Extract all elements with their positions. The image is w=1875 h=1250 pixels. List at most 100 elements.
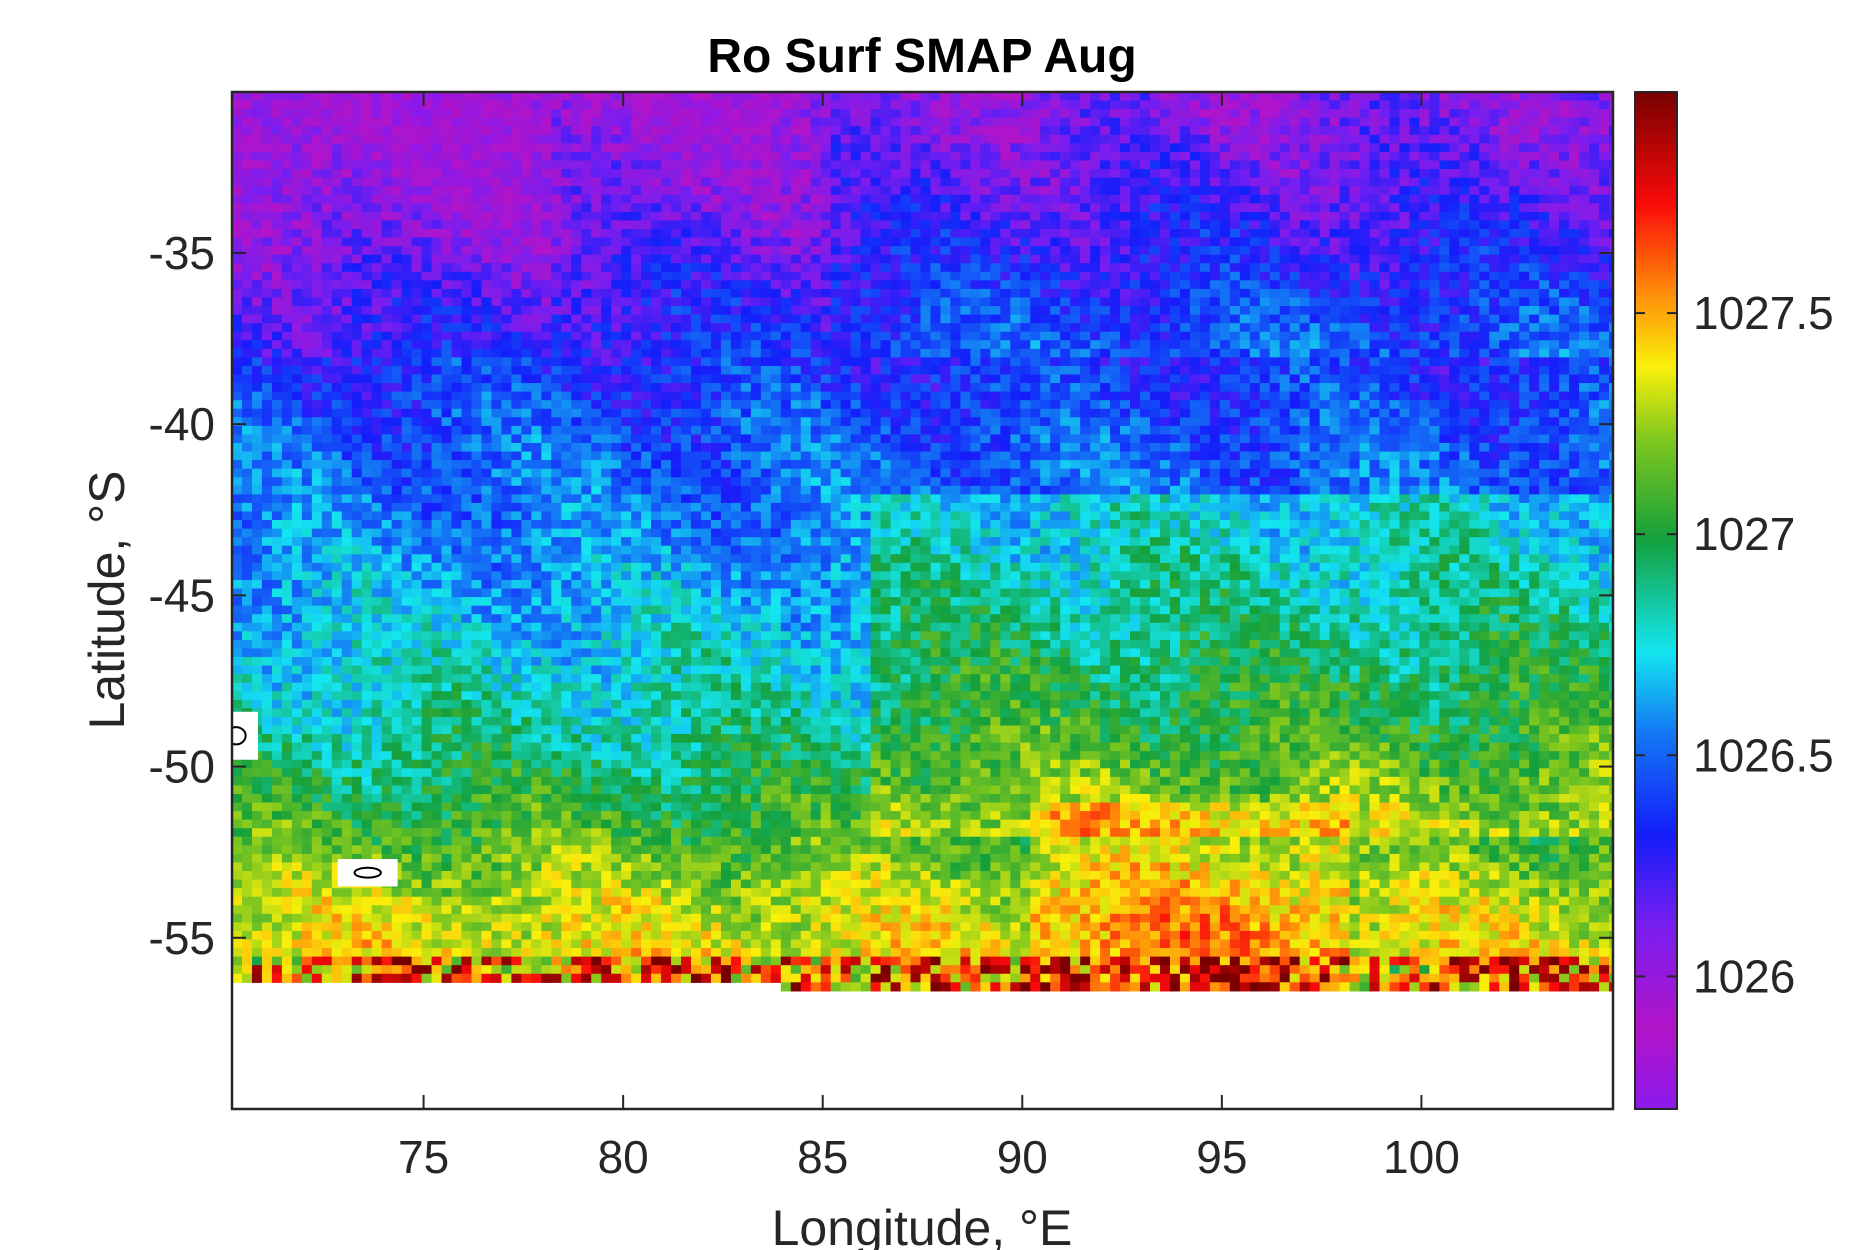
heatmap-cell xyxy=(241,776,253,787)
heatmap-cell xyxy=(691,537,702,547)
heatmap-cell xyxy=(571,177,582,187)
heatmap-cell xyxy=(611,126,622,136)
heatmap-cell xyxy=(551,211,562,222)
heatmap-cell xyxy=(671,879,682,889)
heatmap-cell xyxy=(651,776,662,787)
heatmap-cell xyxy=(331,100,343,110)
heatmap-cell xyxy=(461,306,473,316)
heatmap-cell xyxy=(451,169,463,179)
heatmap-cell xyxy=(531,494,542,504)
heatmap-cell xyxy=(561,408,572,418)
heatmap-cell xyxy=(591,879,602,889)
heatmap-cell xyxy=(531,828,542,838)
heatmap-cell xyxy=(531,657,542,667)
heatmap-cell xyxy=(601,939,612,949)
heatmap-cell xyxy=(441,545,453,555)
heatmap-cell xyxy=(601,365,612,376)
heatmap-cell xyxy=(691,956,702,966)
heatmap-cell xyxy=(501,853,512,864)
heatmap-cell xyxy=(381,819,393,829)
heatmap-cell xyxy=(541,348,552,358)
heatmap-cell xyxy=(641,588,652,598)
heatmap-cell xyxy=(321,605,333,615)
heatmap-cell xyxy=(241,631,253,641)
heatmap-cell xyxy=(671,913,682,923)
heatmap-cell xyxy=(361,699,373,709)
heatmap-cell xyxy=(421,494,433,504)
heatmap-cell xyxy=(391,537,403,547)
heatmap-cell xyxy=(541,340,552,350)
heatmap-cell xyxy=(700,836,712,846)
heatmap-cell xyxy=(521,254,532,264)
heatmap-cell xyxy=(681,579,692,590)
heatmap-cell xyxy=(301,973,313,983)
heatmap-cell xyxy=(411,708,423,718)
heatmap-cell xyxy=(451,425,463,436)
heatmap-cell xyxy=(271,691,283,701)
heatmap-cell xyxy=(251,502,263,513)
heatmap-cell xyxy=(441,657,453,667)
heatmap-cell xyxy=(471,853,483,864)
heatmap-cell xyxy=(391,340,403,350)
heatmap-cell xyxy=(621,836,632,846)
heatmap-cell xyxy=(381,186,393,196)
heatmap-cell xyxy=(461,537,473,547)
heatmap-cell xyxy=(351,896,363,906)
heatmap-cell xyxy=(501,117,512,127)
heatmap-cell xyxy=(681,280,692,290)
heatmap-cell xyxy=(481,400,493,410)
heatmap-cell xyxy=(541,460,552,470)
heatmap-cell xyxy=(291,442,303,453)
heatmap-cell xyxy=(381,203,393,213)
heatmap-cell xyxy=(561,160,572,170)
heatmap-cell xyxy=(451,708,463,718)
heatmap-cell xyxy=(311,751,323,761)
heatmap-cell xyxy=(621,742,632,752)
heatmap-cell xyxy=(371,365,383,376)
heatmap-cell xyxy=(381,254,393,264)
heatmap-cell xyxy=(341,605,353,615)
heatmap-cell xyxy=(441,391,453,401)
heatmap-cell xyxy=(661,160,672,170)
heatmap-cell xyxy=(341,836,353,846)
heatmap-cell xyxy=(401,151,413,162)
heatmap-cell xyxy=(501,246,512,256)
heatmap-cell xyxy=(671,751,682,761)
heatmap-cell xyxy=(681,571,692,581)
heatmap-cell xyxy=(691,948,702,958)
heatmap-cell xyxy=(601,725,612,735)
heatmap-cell xyxy=(431,545,443,555)
heatmap-cell xyxy=(631,682,642,692)
heatmap-cell xyxy=(551,323,562,333)
heatmap-cell xyxy=(661,408,672,418)
heatmap-cell xyxy=(321,793,333,804)
heatmap-cell xyxy=(361,956,373,966)
heatmap-cell xyxy=(691,776,702,787)
heatmap-cell xyxy=(501,306,512,316)
heatmap-cell xyxy=(621,203,632,213)
heatmap-cell xyxy=(700,494,712,504)
heatmap-cell xyxy=(681,896,692,906)
heatmap-cell xyxy=(321,494,333,504)
heatmap-cell xyxy=(331,896,343,906)
heatmap-cell xyxy=(571,528,582,538)
heatmap-cell xyxy=(481,494,493,504)
heatmap-cell xyxy=(641,383,652,393)
heatmap-cell xyxy=(241,879,253,889)
heatmap-cell xyxy=(421,545,433,555)
heatmap-cell xyxy=(691,922,702,932)
heatmap-cell xyxy=(621,588,632,598)
heatmap-cell xyxy=(431,263,443,273)
heatmap-cell xyxy=(381,768,393,778)
heatmap-cell xyxy=(261,468,273,478)
heatmap-cell xyxy=(232,340,243,350)
heatmap-cell xyxy=(511,665,522,675)
heatmap-cell xyxy=(521,554,532,564)
heatmap-cell xyxy=(621,520,632,530)
heatmap-cell xyxy=(431,109,443,119)
heatmap-cell xyxy=(301,665,313,675)
heatmap-cell xyxy=(461,323,473,333)
heatmap-cell xyxy=(261,528,273,538)
heatmap-cell xyxy=(661,793,672,804)
heatmap-cell xyxy=(321,485,333,495)
